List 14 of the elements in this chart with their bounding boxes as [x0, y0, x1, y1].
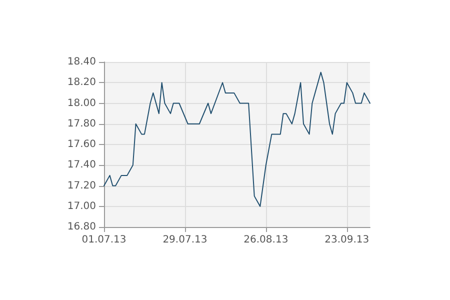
y-tick-label: 18.00 — [67, 98, 96, 109]
x-tick-label: 23.09.13 — [324, 234, 370, 246]
y-tick-label: 17.40 — [67, 160, 96, 171]
x-tick-label: 26.08.13 — [244, 234, 288, 246]
line-series — [104, 72, 370, 207]
y-tick-label: 17.60 — [67, 139, 96, 150]
y-tick-label: 18.40 — [67, 56, 96, 68]
y-tick-label: 17.80 — [67, 118, 96, 130]
y-tick-label: 18.20 — [67, 77, 96, 88]
y-tick-label: 16.80 — [67, 222, 96, 232]
x-tick-label: 01.07.13 — [82, 234, 126, 246]
x-tick-label: 29.07.13 — [162, 234, 208, 246]
y-tick-label: 17.20 — [67, 180, 96, 192]
y-tick-label: 17.00 — [67, 200, 96, 212]
